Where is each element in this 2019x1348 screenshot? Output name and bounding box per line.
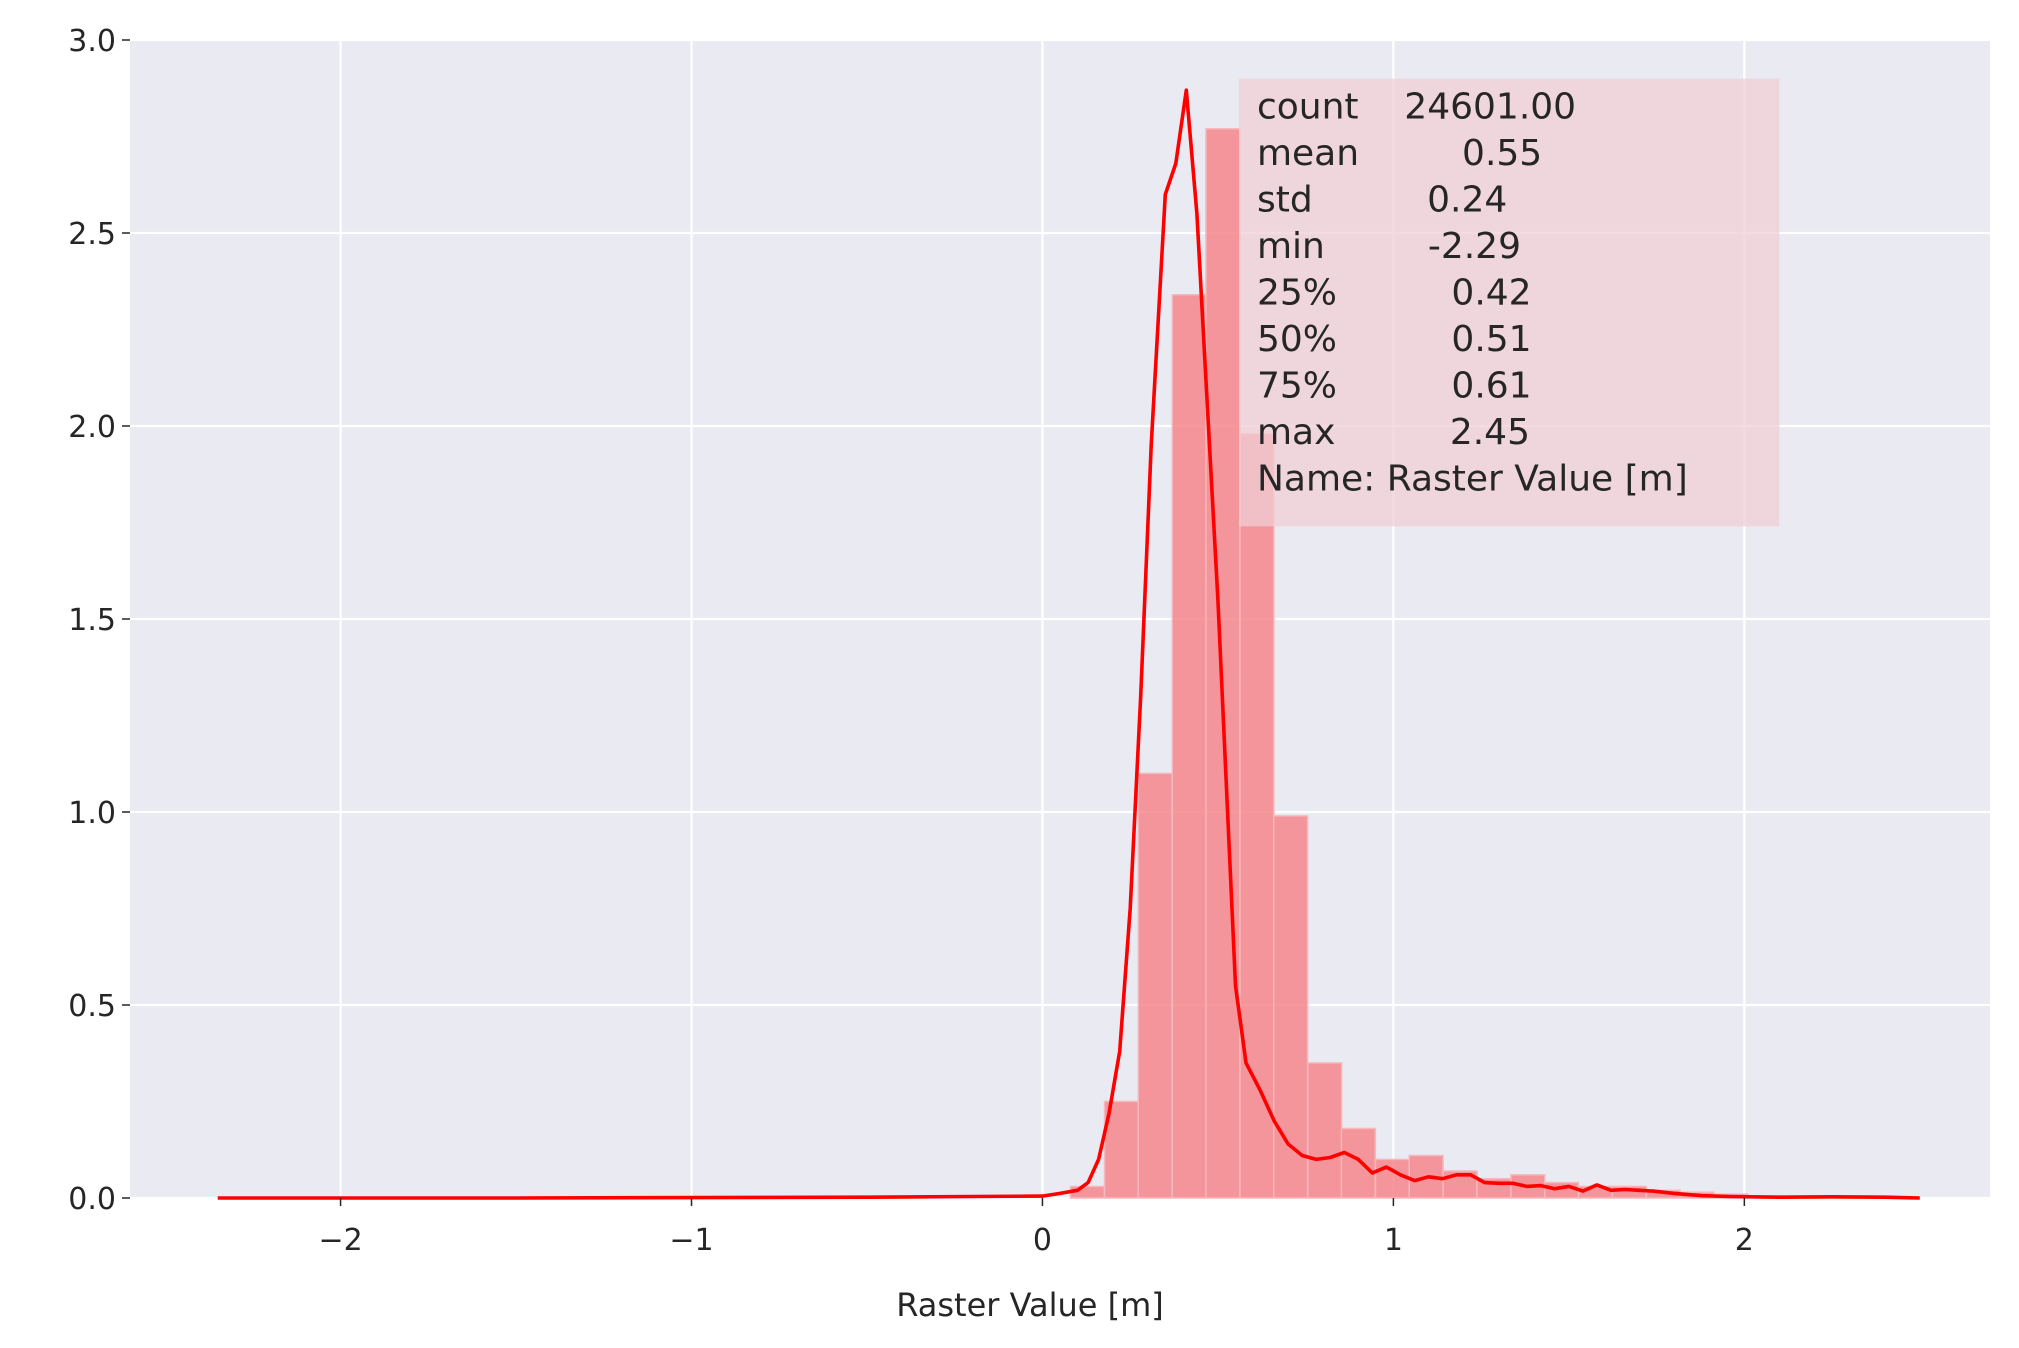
histogram-bar — [1272, 815, 1309, 1199]
stats-line: min -2.29 — [1257, 226, 1521, 267]
stats-line: std 0.24 — [1257, 180, 1507, 221]
stats-box-background — [1238, 78, 1780, 527]
stats-line: count 24601.00 — [1257, 87, 1576, 128]
stats-line: mean 0.55 — [1257, 133, 1542, 174]
histogram-bar — [1137, 772, 1173, 1199]
x-tick-label: 1 — [1384, 1223, 1403, 1258]
stats-line: Name: Raster Value [m] — [1257, 459, 1688, 500]
x-tick-label: 0 — [1033, 1223, 1052, 1258]
histogram-bar — [1205, 128, 1241, 1199]
x-tick-label: −2 — [318, 1223, 362, 1258]
y-tick-label: 2.5 — [68, 217, 116, 252]
kde-curve — [217, 88, 1920, 1200]
y-tick-label: 1.5 — [68, 603, 116, 638]
histogram-bar — [1374, 1158, 1411, 1199]
stats-line: 50% 0.51 — [1257, 319, 1532, 360]
x-tick-label: 2 — [1735, 1223, 1754, 1258]
y-tick-label: 0.5 — [68, 989, 116, 1024]
y-tick-label: 2.0 — [68, 410, 116, 445]
x-axis-title: Raster Value [m] — [896, 1286, 1164, 1324]
stats-line: 75% 0.61 — [1257, 366, 1532, 407]
histogram-bar — [1543, 1181, 1580, 1199]
x-axis-ticks: −2 −1 0 1 2 — [318, 1198, 1754, 1258]
histogram-bar — [1307, 1062, 1343, 1199]
stats-line: 25% 0.42 — [1257, 273, 1532, 314]
stats-annotation-text: count 24601.00 mean 0.55 std 0.24 min -2.29… — [1257, 87, 1688, 500]
stats-line: max 2.45 — [1257, 412, 1530, 453]
kde-line — [217, 88, 1920, 1200]
y-tick-label: 0.0 — [68, 1182, 116, 1217]
y-tick-label: 3.0 — [68, 24, 116, 59]
x-tick-label: −1 — [669, 1223, 713, 1258]
y-tick-label: 1.0 — [68, 796, 116, 831]
y-axis-ticks: 0.0 0.5 1.0 1.5 2.0 2.5 3.0 — [68, 24, 130, 1217]
histogram-bar — [1340, 1127, 1377, 1199]
histogram-bar — [1171, 294, 1207, 1199]
stats-annotation-box — [1238, 78, 1780, 527]
